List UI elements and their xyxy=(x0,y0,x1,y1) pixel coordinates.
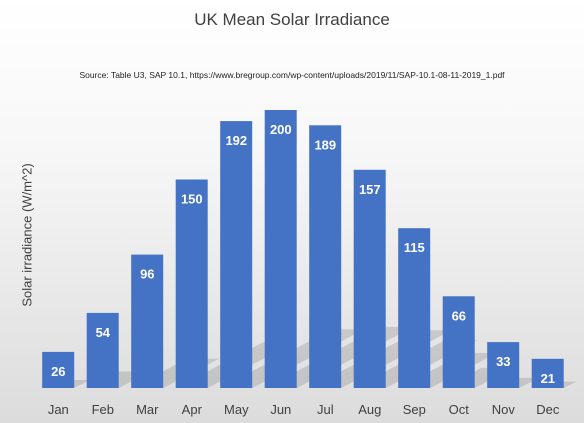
data-label-feb: 54 xyxy=(96,325,111,340)
bar-oct xyxy=(442,296,475,388)
data-label-dec: 21 xyxy=(541,371,555,386)
bar-nov xyxy=(487,342,520,388)
x-tick-label-jul: Jul xyxy=(317,402,334,417)
data-label-jul: 189 xyxy=(314,137,336,152)
data-label-jan: 26 xyxy=(51,364,65,379)
x-tick-label-feb: Feb xyxy=(92,402,114,417)
data-label-jun: 200 xyxy=(270,122,292,137)
bar-jan xyxy=(42,351,75,388)
data-label-may: 192 xyxy=(225,133,247,148)
x-tick-label-jun: Jun xyxy=(270,402,291,417)
chart-title: UK Mean Solar Irradiance xyxy=(194,10,390,29)
bar-jun xyxy=(264,110,297,388)
bar-dec xyxy=(531,358,564,388)
x-tick-label-jan: Jan xyxy=(48,402,69,417)
chart-subtitle: Source: Table U3, SAP 10.1, https://www.… xyxy=(79,70,505,80)
bar-feb xyxy=(86,312,119,388)
x-tick-label-oct: Oct xyxy=(449,402,470,417)
bar-apr xyxy=(175,179,208,388)
x-tick-label-aug: Aug xyxy=(358,402,381,417)
x-tick-label-dec: Dec xyxy=(536,402,560,417)
x-tick-label-apr: Apr xyxy=(182,402,203,417)
x-tick-label-may: May xyxy=(224,402,249,417)
x-tick-label-sep: Sep xyxy=(403,402,426,417)
data-label-mar: 96 xyxy=(140,267,154,282)
x-tick-label-nov: Nov xyxy=(492,402,516,417)
bar-sep xyxy=(398,228,431,388)
bar-aug xyxy=(353,169,386,388)
data-label-sep: 115 xyxy=(404,240,425,255)
bar-mar xyxy=(131,254,164,388)
bar-may xyxy=(220,121,253,388)
bar-jul xyxy=(309,125,342,389)
data-label-oct: 66 xyxy=(452,308,466,323)
data-label-aug: 157 xyxy=(359,182,381,197)
data-label-apr: 150 xyxy=(181,192,203,207)
x-tick-label-mar: Mar xyxy=(136,402,159,417)
data-label-nov: 33 xyxy=(496,354,510,369)
